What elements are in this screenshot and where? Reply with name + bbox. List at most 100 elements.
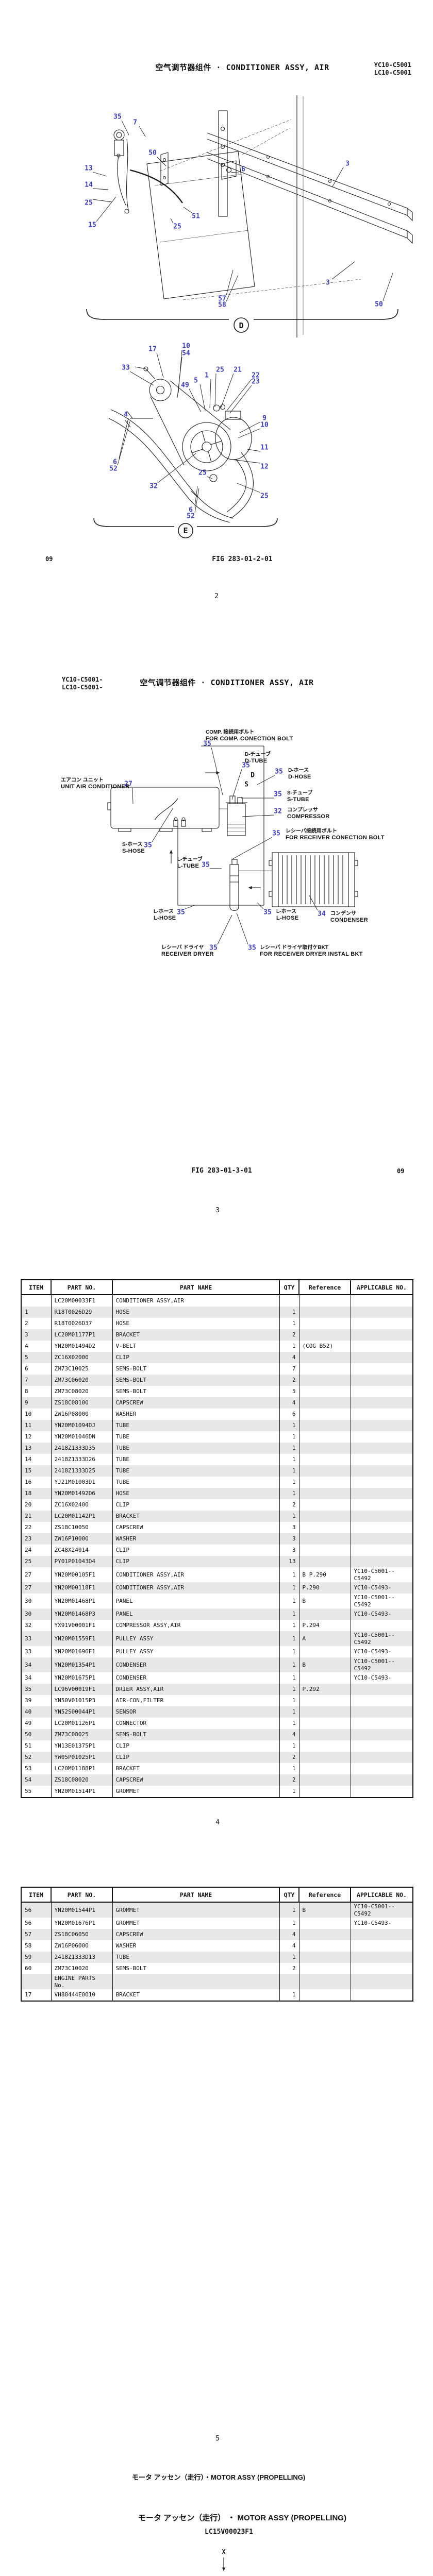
leader-line bbox=[217, 914, 232, 945]
table-cell: 40 bbox=[21, 1706, 52, 1718]
table-cell: CLIP bbox=[112, 1752, 280, 1763]
callout-label: 50 bbox=[148, 149, 157, 157]
annotation-en: D-HOSE bbox=[288, 774, 311, 780]
table-cell: BRACKET bbox=[112, 1989, 280, 2001]
annotation-jp: コンプレッサ bbox=[287, 807, 318, 813]
table-cell: 4 bbox=[21, 1341, 52, 1352]
table-cell bbox=[298, 1533, 351, 1545]
leader-line bbox=[117, 421, 130, 466]
table-cell bbox=[298, 1477, 351, 1488]
table-cell bbox=[279, 1974, 299, 1989]
table-cell: 4 bbox=[279, 1352, 299, 1363]
table-row: 39 YN50V01015P3 AIR-CON,FILTER 1 bbox=[21, 1695, 413, 1706]
table-cell bbox=[350, 1454, 413, 1465]
table-row: 56 YN20M01544P1 GROMMET 1 B YC10-C5001-- C549… bbox=[21, 1902, 413, 1918]
leader-line bbox=[257, 902, 264, 909]
table-cell: 7 bbox=[21, 1375, 52, 1386]
table-cell bbox=[350, 1307, 413, 1318]
table-cell: 17 bbox=[21, 1989, 52, 2001]
table-cell bbox=[298, 1420, 351, 1431]
table-cell: CONDITIONER ASSY,AIR bbox=[112, 1582, 280, 1594]
table-cell: YN20M01676P1 bbox=[51, 1918, 113, 1929]
part-annotation: COMP. 接続用ボルト FOR COMP. CONECTION BOLT bbox=[206, 730, 293, 742]
leader-line bbox=[185, 905, 195, 909]
table-cell: 30 bbox=[21, 1608, 52, 1620]
table-cell: ZM73C08020 bbox=[51, 1386, 113, 1397]
page1-code1: YC10-C5001 bbox=[374, 61, 411, 69]
annotation-jp: L-ホース bbox=[276, 909, 296, 914]
part-annotation: D-ホース D-HOSE bbox=[288, 768, 311, 781]
table-cell: ZM73C08025 bbox=[51, 1729, 113, 1740]
table-row: 34 YN20M01675P1 CONDENSER 1 YC10-C5493- bbox=[21, 1672, 413, 1684]
callout-label: 35 bbox=[202, 861, 210, 869]
table-row: 33 YN20M01696F1 PULLEY ASSY 1 YC10-C5493- bbox=[21, 1646, 413, 1657]
callout-label: 34 bbox=[318, 910, 326, 918]
table-cell bbox=[298, 1646, 351, 1657]
table-cell: 1 bbox=[279, 1443, 299, 1454]
table-cell: B bbox=[298, 1902, 351, 1918]
page2-code1: YC10-C5001- bbox=[62, 676, 103, 683]
table-row: 52 YW05P01025P1 CLIP 2 bbox=[21, 1752, 413, 1763]
table-cell: AIR-CON,FILTER bbox=[112, 1695, 280, 1706]
page1-code2: LC10-C5001 bbox=[374, 69, 411, 76]
table-cell bbox=[298, 1963, 351, 1974]
table-cell bbox=[21, 1295, 52, 1307]
column-header: PART NAME bbox=[112, 1279, 280, 1295]
callout-label: 35 bbox=[177, 909, 185, 917]
leader-line bbox=[231, 769, 242, 800]
table-row: 53 LC20M01188P1 BRACKET 1 bbox=[21, 1763, 413, 1774]
table-cell: 1 bbox=[279, 1646, 299, 1657]
callout-label: 14 bbox=[85, 181, 93, 189]
table-cell: ZS18C10050 bbox=[51, 1522, 113, 1533]
table-cell: ZS18C08020 bbox=[51, 1774, 113, 1786]
column-header: PART NAME bbox=[112, 1887, 280, 1903]
table-cell bbox=[298, 1499, 351, 1511]
table-cell: P.292 bbox=[298, 1684, 351, 1695]
leader-line bbox=[226, 275, 239, 302]
table-row: 56 YN20M01676P1 GROMMET 1 YC10-C5493- bbox=[21, 1918, 413, 1929]
table-row: 1 R18T0026D29 HOSE 1 bbox=[21, 1307, 413, 1318]
table-cell: LC20M01126P1 bbox=[51, 1718, 113, 1729]
callout-label: 35 bbox=[274, 791, 282, 799]
table-cell: 49 bbox=[21, 1718, 52, 1729]
table-cell: 33 bbox=[21, 1646, 52, 1657]
leader-line bbox=[206, 476, 213, 479]
table-cell bbox=[350, 1545, 413, 1556]
annotation-jp: D-チューブ bbox=[245, 752, 271, 757]
callout-label: S bbox=[244, 781, 248, 789]
callout-label: D bbox=[251, 772, 255, 779]
table-cell bbox=[279, 1295, 299, 1307]
table-cell: YJ21M01003D1 bbox=[51, 1477, 113, 1488]
annotation-en: S-HOSE bbox=[122, 848, 145, 854]
table-cell: 15 bbox=[21, 1465, 52, 1477]
table-cell: 1 bbox=[279, 1620, 299, 1631]
table-cell: LC20M00033F1 bbox=[51, 1295, 113, 1307]
table-cell: 6 bbox=[21, 1363, 52, 1375]
page5-title: モータ アッセン（走行）・MOTOR ASSY (PROPELLING) bbox=[131, 2473, 306, 2481]
table-cell: P.290 bbox=[298, 1582, 351, 1594]
table-row: 50 ZM73C08025 SEMS-BOLT 4 bbox=[21, 1729, 413, 1740]
table-row: 49 LC20M01126P1 CONNECTOR 1 bbox=[21, 1718, 413, 1729]
annotation-jp: S-チューブ bbox=[287, 790, 313, 796]
table-cell bbox=[350, 1763, 413, 1774]
table-cell bbox=[350, 1522, 413, 1533]
table-row: 32 YX91V00001F1 COMPRESSOR ASSY,AIR 1 P.294 bbox=[21, 1620, 413, 1631]
diagram-motor-cross-section: Z Z 517172706981797866654045487750808242… bbox=[222, 2557, 226, 2571]
leader-line bbox=[177, 357, 182, 398]
table-cell bbox=[350, 1397, 413, 1409]
table-cell: (COG B52) bbox=[298, 1341, 351, 1352]
leader-line bbox=[152, 807, 174, 842]
table-cell bbox=[298, 1940, 351, 1952]
table-cell: 3 bbox=[21, 1329, 52, 1341]
table-cell: 56 bbox=[21, 1918, 52, 1929]
table-cell: 60 bbox=[21, 1963, 52, 1974]
table-cell: 1 bbox=[279, 1786, 299, 1798]
table-cell: 14 bbox=[21, 1454, 52, 1465]
annotation-en: L-HOSE bbox=[154, 915, 176, 921]
callout-label: 6 bbox=[241, 166, 245, 174]
table-cell: CONDENSER bbox=[112, 1672, 280, 1684]
table-cell: ZC16X02400 bbox=[51, 1499, 113, 1511]
table-row: 21 LC20M01142P1 BRACKET 1 bbox=[21, 1511, 413, 1522]
table-cell bbox=[350, 1952, 413, 1963]
